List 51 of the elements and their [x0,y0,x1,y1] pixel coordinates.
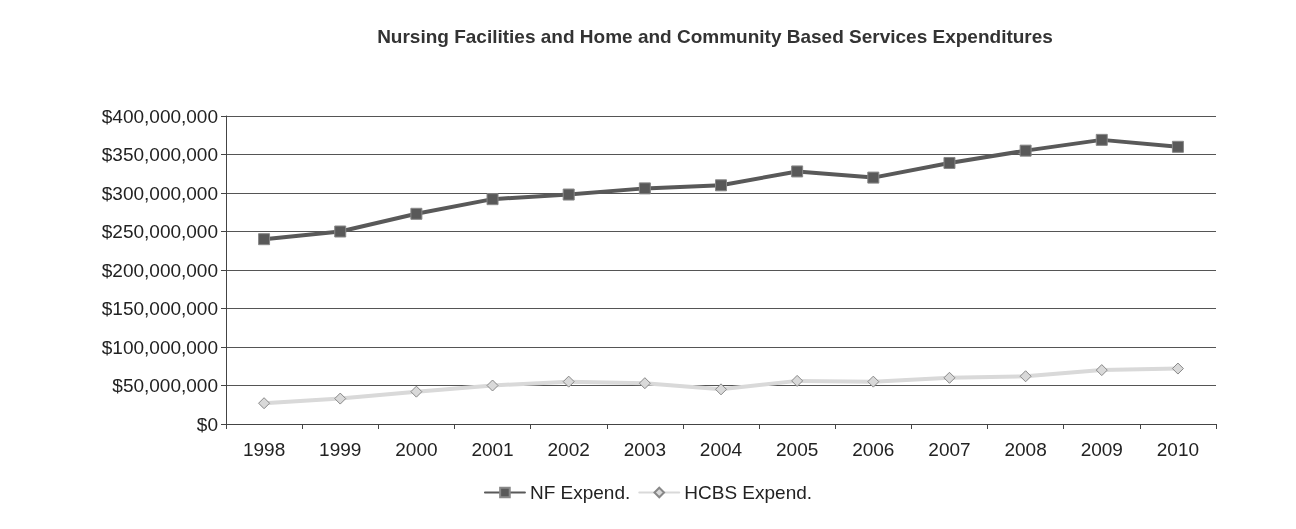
x-tick-label: 2006 [852,439,895,460]
point [1019,144,1032,157]
point [943,371,956,384]
point [258,397,271,410]
point [867,375,880,388]
point [562,375,575,388]
x-tick-label: 2002 [547,439,590,460]
chart-title: Nursing Facilities and Home and Community Based Services Expenditures [377,26,1053,47]
legend-label: NF Expend. [529,482,631,503]
y-tick-label: $350,000,000 [101,144,218,165]
point [715,383,727,396]
x-tick-label: 2007 [928,439,971,460]
point [334,225,347,238]
y-tick-label: $0 [196,413,218,435]
x-tick-label: 1999 [319,439,362,460]
y-tick-label: $200,000,000 [101,259,218,281]
point [1019,370,1032,383]
x-tick-label: 2004 [699,439,743,460]
point [334,392,347,405]
x-tick-label: 2003 [623,439,666,460]
point [410,207,423,220]
x-tick-label: 2010 [1156,439,1200,460]
x-tick-label: 2001 [471,439,514,460]
point [1171,362,1184,375]
point [258,233,271,246]
point [791,374,804,387]
point [638,377,651,390]
point [943,156,956,169]
point [791,165,804,178]
y-tick-label: $50,000,000 [112,375,218,396]
y-tick-label: $400,000,000 [101,105,218,127]
x-tick-label: 2000 [395,439,438,460]
x-tick-label: 2009 [1080,439,1123,460]
point [1095,133,1108,146]
y-tick-label: $250,000,000 [101,221,218,242]
point [1171,140,1184,153]
x-tick-label: 1998 [242,439,286,460]
x-tick-label: 2008 [1004,439,1047,460]
point [638,182,651,195]
point [1095,364,1108,377]
point [486,193,499,206]
x-tick-label: 2005 [776,439,819,460]
legend-label: HCBS Expend. [684,482,813,503]
y-tick-label: $300,000,000 [101,182,218,204]
point [486,379,499,392]
y-tick-label: $100,000,000 [101,336,218,358]
point [562,188,575,201]
y-tick-label: $150,000,000 [101,298,218,319]
point [715,179,727,192]
point [867,171,880,184]
point [410,385,423,398]
